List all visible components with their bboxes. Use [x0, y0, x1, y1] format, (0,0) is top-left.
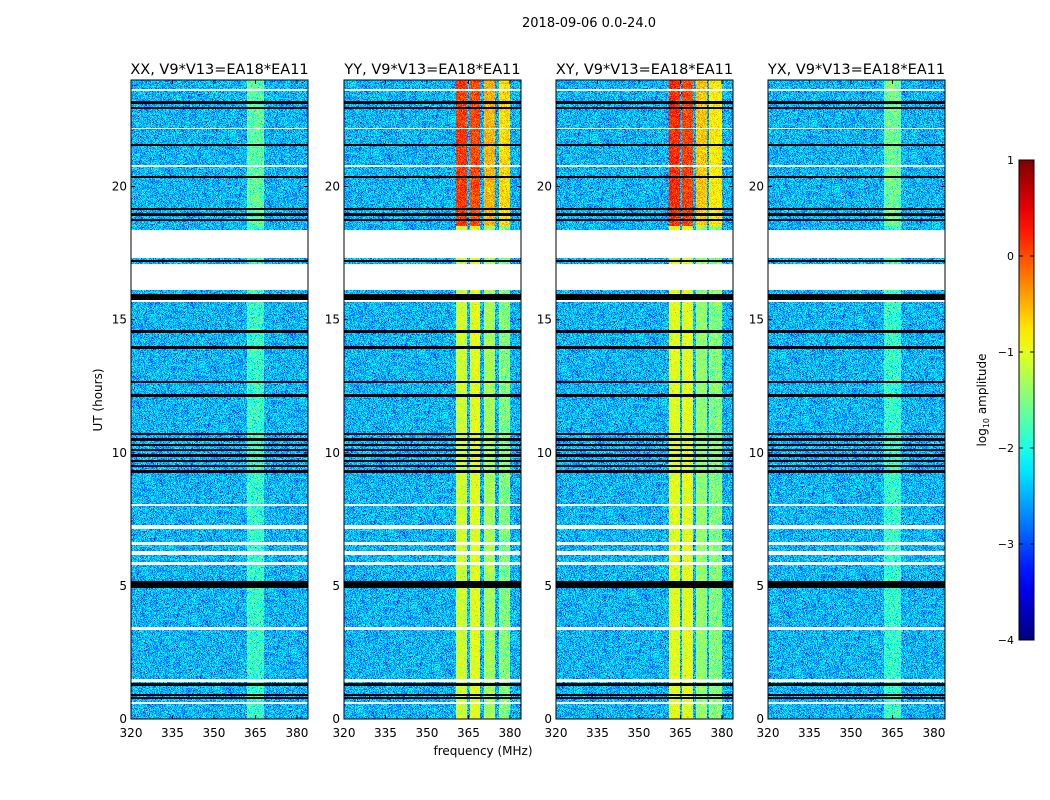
x-tick-label: 350 — [840, 726, 863, 740]
colorbar-label: log10 amplitude — [975, 354, 991, 447]
x-tick-label: 335 — [374, 726, 397, 740]
panel-title: XY, V9*V13=EA18*EA11 — [556, 62, 733, 78]
y-tick-label: 15 — [537, 313, 552, 327]
y-tick-label: 0 — [332, 712, 340, 726]
spectrogram-3 — [768, 80, 945, 719]
colorbar — [1018, 159, 1035, 641]
x-tick-label: 320 — [757, 726, 780, 740]
y-tick-label: 5 — [332, 579, 340, 593]
x-tick-label: 380 — [710, 726, 733, 740]
colorbar-label-log: log — [975, 428, 989, 446]
y-tick-label: 15 — [112, 313, 127, 327]
x-tick-label: 380 — [922, 726, 945, 740]
panel-title: YX, V9*V13=EA18*EA11 — [767, 62, 945, 78]
y-axis-label: UT (hours) — [91, 368, 105, 431]
spectrogram-1 — [344, 80, 521, 719]
colorbar-tick-label: 1 — [1007, 154, 1014, 167]
colorbar-tick-label: −3 — [998, 538, 1014, 551]
x-axis-label: frequency (MHz) — [433, 744, 532, 758]
figure-title: 2018-09-06 0.0-24.0 — [522, 16, 656, 31]
x-tick-label: 380 — [285, 726, 308, 740]
panel-frame — [130, 79, 309, 720]
y-tick-label: 0 — [544, 712, 552, 726]
y-tick-label: 5 — [119, 579, 127, 593]
colorbar-label-sub: 10 — [982, 418, 991, 428]
spectrogram-0 — [131, 80, 308, 719]
x-tick-label: 335 — [798, 726, 821, 740]
x-tick-label: 335 — [586, 726, 609, 740]
y-tick-label: 10 — [325, 446, 340, 460]
x-tick-label: 365 — [244, 726, 267, 740]
panel-frame — [767, 79, 946, 720]
colorbar-tick-label: −4 — [998, 634, 1014, 647]
x-tick-label: 365 — [881, 726, 904, 740]
y-tick-label: 20 — [325, 180, 340, 194]
spectrogram-2 — [556, 80, 733, 719]
y-tick-label: 20 — [749, 180, 764, 194]
x-tick-label: 350 — [203, 726, 226, 740]
panel-frame — [555, 79, 734, 720]
x-tick-label: 365 — [669, 726, 692, 740]
y-tick-label: 10 — [112, 446, 127, 460]
y-tick-label: 10 — [749, 446, 764, 460]
y-tick-label: 5 — [756, 579, 764, 593]
y-tick-label: 0 — [756, 712, 764, 726]
y-tick-label: 0 — [119, 712, 127, 726]
y-tick-label: 20 — [112, 180, 127, 194]
x-tick-label: 380 — [498, 726, 521, 740]
x-tick-label: 320 — [120, 726, 143, 740]
y-tick-label: 20 — [537, 180, 552, 194]
x-tick-label: 335 — [161, 726, 184, 740]
x-tick-label: 365 — [457, 726, 480, 740]
colorbar-label-rest: amplitude — [975, 354, 989, 418]
y-tick-label: 10 — [537, 446, 552, 460]
x-tick-label: 350 — [628, 726, 651, 740]
panel-title: XX, V9*V13=EA18*EA11 — [130, 62, 308, 78]
colorbar-tick-label: −1 — [998, 346, 1014, 359]
y-tick-label: 5 — [544, 579, 552, 593]
x-tick-label: 320 — [333, 726, 356, 740]
x-tick-label: 320 — [545, 726, 568, 740]
colorbar-tick-label: 0 — [1007, 250, 1014, 263]
colorbar-tick-label: −2 — [998, 442, 1014, 455]
y-tick-label: 15 — [749, 313, 764, 327]
panel-frame — [343, 79, 522, 720]
panel-title: YY, V9*V13=EA18*EA11 — [343, 62, 520, 78]
y-tick-label: 15 — [325, 313, 340, 327]
x-tick-label: 350 — [416, 726, 439, 740]
